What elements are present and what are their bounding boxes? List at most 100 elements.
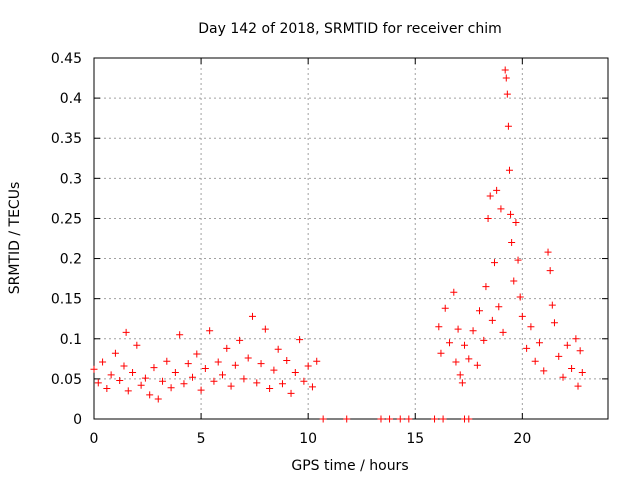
data-point [94, 379, 102, 387]
data-point [176, 331, 184, 339]
data-point [193, 350, 201, 358]
y-tick-label: 0.1 [60, 332, 82, 348]
data-point [514, 256, 522, 264]
data-point [469, 327, 477, 335]
data-point [291, 368, 299, 376]
data-point [236, 336, 244, 344]
data-point [465, 415, 473, 423]
data-point [308, 383, 316, 391]
data-point [548, 301, 556, 309]
x-tick-label: 5 [197, 431, 206, 447]
data-point [343, 415, 351, 423]
data-point [219, 371, 226, 379]
data-point [386, 415, 394, 423]
data-point [180, 380, 188, 388]
data-point [266, 385, 274, 393]
plot-frame [93, 57, 609, 420]
data-point [452, 358, 460, 366]
data-point [163, 357, 171, 365]
y-tick-label: 0.25 [51, 211, 82, 227]
data-point [240, 375, 248, 383]
data-point [576, 347, 584, 355]
data-point [304, 362, 312, 370]
y-tick-label: 0.4 [60, 91, 82, 107]
data-point [458, 379, 466, 387]
data-point [171, 368, 179, 376]
data-point [482, 283, 490, 291]
data-point [103, 385, 111, 393]
data-point [563, 341, 571, 349]
data-point [504, 122, 512, 130]
data-point [535, 339, 543, 347]
y-axis-title: SRMTID / TECUs [7, 182, 23, 295]
data-point [319, 415, 327, 423]
data-point [189, 373, 197, 381]
data-point [512, 218, 520, 226]
data-point [495, 303, 503, 311]
data-point [405, 415, 413, 423]
data-point [141, 374, 149, 382]
y-tick-label: 0 [73, 412, 82, 428]
data-point [476, 307, 483, 315]
data-point [278, 380, 286, 388]
data-point [499, 328, 507, 336]
data-point [274, 345, 282, 353]
data-point [206, 327, 214, 335]
data-point [435, 323, 443, 331]
grid [94, 58, 608, 419]
data-point [431, 415, 439, 423]
data-point [197, 386, 205, 394]
data-point [497, 205, 505, 213]
data-point [150, 364, 158, 372]
data-point [518, 312, 526, 320]
data-point [396, 415, 404, 423]
x-tick-label: 10 [299, 431, 317, 447]
data-point [146, 391, 154, 399]
data-point [437, 349, 445, 357]
data-point [137, 381, 145, 389]
data-point [257, 360, 265, 368]
data-point [201, 364, 209, 372]
data-point [508, 239, 516, 247]
data-point [129, 368, 137, 376]
y-tick-label: 0.05 [51, 372, 82, 388]
data-point [446, 339, 454, 347]
data-point [568, 364, 576, 372]
data-point [111, 349, 119, 357]
data-point [454, 325, 462, 333]
data-point [527, 323, 535, 331]
data-point [253, 379, 261, 387]
y-tick-label: 0.45 [51, 51, 82, 67]
data-point [502, 74, 510, 82]
data-point [159, 377, 167, 385]
data-point [133, 341, 141, 349]
x-tick-label: 20 [513, 431, 531, 447]
data-point [270, 366, 278, 374]
data-point [578, 368, 586, 376]
data-point [184, 360, 192, 368]
data-point [210, 377, 218, 385]
data-point [486, 192, 494, 200]
x-tick-label: 0 [90, 431, 99, 447]
data-point [441, 304, 449, 312]
chart-title: Day 142 of 2018, SRMTID for receiver chi… [198, 21, 502, 37]
data-point [223, 344, 231, 352]
data-point [488, 316, 496, 324]
data-point [501, 66, 509, 74]
data-point [90, 365, 98, 373]
data-point [572, 335, 580, 343]
data-point [99, 358, 107, 366]
data-point [313, 357, 321, 365]
data-points [90, 66, 586, 423]
data-point [465, 355, 473, 363]
data-point [377, 415, 385, 423]
data-point [550, 319, 558, 327]
data-point [531, 357, 539, 365]
data-point [574, 382, 582, 390]
y-tick-label: 0.15 [51, 292, 82, 308]
data-point [120, 362, 128, 370]
data-point [503, 90, 511, 98]
data-point [116, 376, 124, 384]
data-point [555, 352, 563, 360]
